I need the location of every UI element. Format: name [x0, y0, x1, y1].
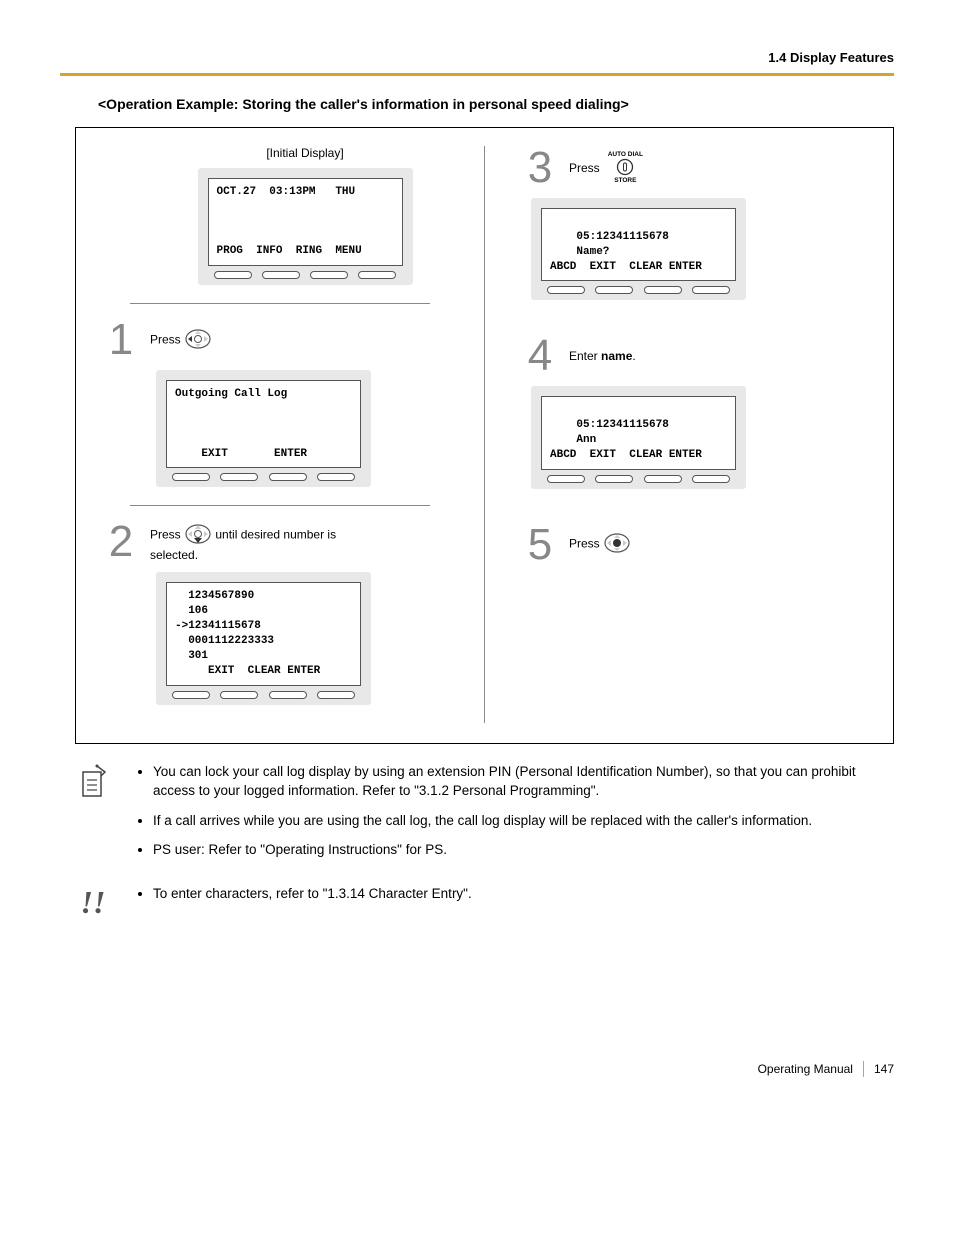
lcd-lines: 05:12341115678 Name?: [550, 231, 669, 258]
footer-doc-title: Operating Manual: [758, 1062, 853, 1076]
note-item: You can lock your call log display by us…: [153, 762, 894, 801]
important-item: To enter characters, refer to "1.3.14 Ch…: [153, 884, 472, 904]
step-3: 3 Press AUTO DIAL STORE: [515, 146, 873, 300]
softkey: [595, 286, 633, 294]
lcd-3: 05:12341115678 Name? ABCD EXIT CLEAR ENT…: [541, 208, 736, 281]
softkey: [220, 473, 258, 481]
step-number: 3: [525, 146, 555, 190]
step-instruction: Press until desired number is: [150, 523, 380, 562]
button-label-bottom: STORE: [608, 178, 643, 185]
step-number: 1: [106, 318, 136, 362]
lcd-line: OCT.27 03:13PM THU: [217, 186, 356, 198]
step-number: 2: [106, 520, 136, 564]
phone-display-initial: OCT.27 03:13PM THU PROG INFO RING MENU: [198, 168, 413, 285]
softkey: [547, 286, 585, 294]
page-footer: Operating Manual 147: [60, 1061, 894, 1077]
softkey: [358, 271, 396, 279]
softkey: [172, 691, 210, 699]
diagram-box: [Initial Display] OCT.27 03:13PM THU PRO…: [75, 127, 894, 744]
right-column: 3 Press AUTO DIAL STORE: [515, 146, 873, 723]
important-list: To enter characters, refer to "1.3.14 Ch…: [135, 884, 472, 914]
lcd-4: 05:12341115678 Ann ABCD EXIT CLEAR ENTER: [541, 396, 736, 469]
softkey: [692, 475, 730, 483]
softkeys: [208, 266, 403, 281]
phone-display-2: 1234567890 106 ->12341115678 00011122233…: [156, 572, 371, 704]
notes-block: You can lock your call log display by us…: [75, 762, 894, 870]
step-instruction: Enter name.: [569, 349, 636, 363]
softkey: [269, 691, 307, 699]
lcd-menu: ABCD EXIT CLEAR ENTER: [550, 261, 702, 273]
phone-display-3: 05:12341115678 Name? ABCD EXIT CLEAR ENT…: [531, 198, 746, 300]
left-column: [Initial Display] OCT.27 03:13PM THU PRO…: [96, 146, 454, 723]
lcd-initial: OCT.27 03:13PM THU PROG INFO RING MENU: [208, 178, 403, 266]
softkey: [317, 691, 355, 699]
lcd-line: Outgoing Call Log: [175, 388, 287, 400]
nav-left-icon: [184, 328, 212, 353]
initial-display-block: [Initial Display] OCT.27 03:13PM THU PRO…: [96, 146, 454, 285]
footer-separator: [863, 1061, 864, 1077]
header-rule: [60, 73, 894, 76]
step-instruction: Press AUTO DIAL STORE: [569, 152, 643, 185]
important-icon: !!: [75, 884, 111, 921]
initial-label: [Initial Display]: [156, 146, 454, 160]
softkey: [644, 286, 682, 294]
phone-display-1: Outgoing Call Log EXIT ENTER: [156, 370, 371, 487]
softkeys: [166, 468, 361, 483]
lcd-1: Outgoing Call Log EXIT ENTER: [166, 380, 361, 468]
softkey: [262, 271, 300, 279]
lcd-menu: ABCD EXIT CLEAR ENTER: [550, 449, 702, 461]
notes-list: You can lock your call log display by us…: [135, 762, 894, 870]
note-icon: [75, 762, 111, 805]
lcd-lines: 1234567890 106 ->12341115678 00011122233…: [175, 590, 274, 661]
softkey: [310, 271, 348, 279]
step-4: 4 Enter name. 05:12341115678 Ann ABCD EX…: [515, 334, 873, 488]
lcd-2: 1234567890 106 ->12341115678 00011122233…: [166, 582, 361, 685]
lcd-menu: PROG INFO RING MENU: [217, 245, 362, 257]
softkeys: [541, 470, 736, 485]
softkey: [317, 473, 355, 481]
footer-page-number: 147: [874, 1062, 894, 1076]
step-number: 5: [525, 523, 555, 567]
page: 1.4 Display Features <Operation Example:…: [0, 0, 954, 1117]
nav-enter-icon: [603, 532, 631, 557]
step-1: 1 Press: [96, 318, 454, 487]
divider: [130, 303, 430, 304]
step-5: 5 Press: [515, 523, 873, 567]
softkey: [692, 286, 730, 294]
example-title: <Operation Example: Storing the caller's…: [98, 96, 894, 112]
note-item: PS user: Refer to "Operating Instruction…: [153, 840, 894, 860]
divider: [130, 505, 430, 506]
lcd-menu: EXIT CLEAR ENTER: [175, 665, 320, 677]
phone-display-4: 05:12341115678 Ann ABCD EXIT CLEAR ENTER: [531, 386, 746, 488]
softkey: [220, 691, 258, 699]
softkey: [547, 475, 585, 483]
step-2: 2 Press: [96, 520, 454, 704]
softkey: [172, 473, 210, 481]
lcd-lines: 05:12341115678 Ann: [550, 419, 669, 446]
step-instruction: Press: [150, 328, 212, 353]
step-instruction: Press: [569, 532, 631, 557]
section-header: 1.4 Display Features: [60, 50, 894, 65]
lcd-menu: EXIT ENTER: [175, 448, 307, 460]
softkeys: [166, 686, 361, 701]
softkey: [269, 473, 307, 481]
softkeys: [541, 281, 736, 296]
vertical-separator: [484, 146, 485, 723]
step-number: 4: [525, 334, 555, 378]
softkey: [214, 271, 252, 279]
note-item: If a call arrives while you are using th…: [153, 811, 894, 831]
nav-down-icon: [184, 523, 212, 548]
important-block: !! To enter characters, refer to "1.3.14…: [75, 884, 894, 921]
softkey: [595, 475, 633, 483]
softkey: [644, 475, 682, 483]
